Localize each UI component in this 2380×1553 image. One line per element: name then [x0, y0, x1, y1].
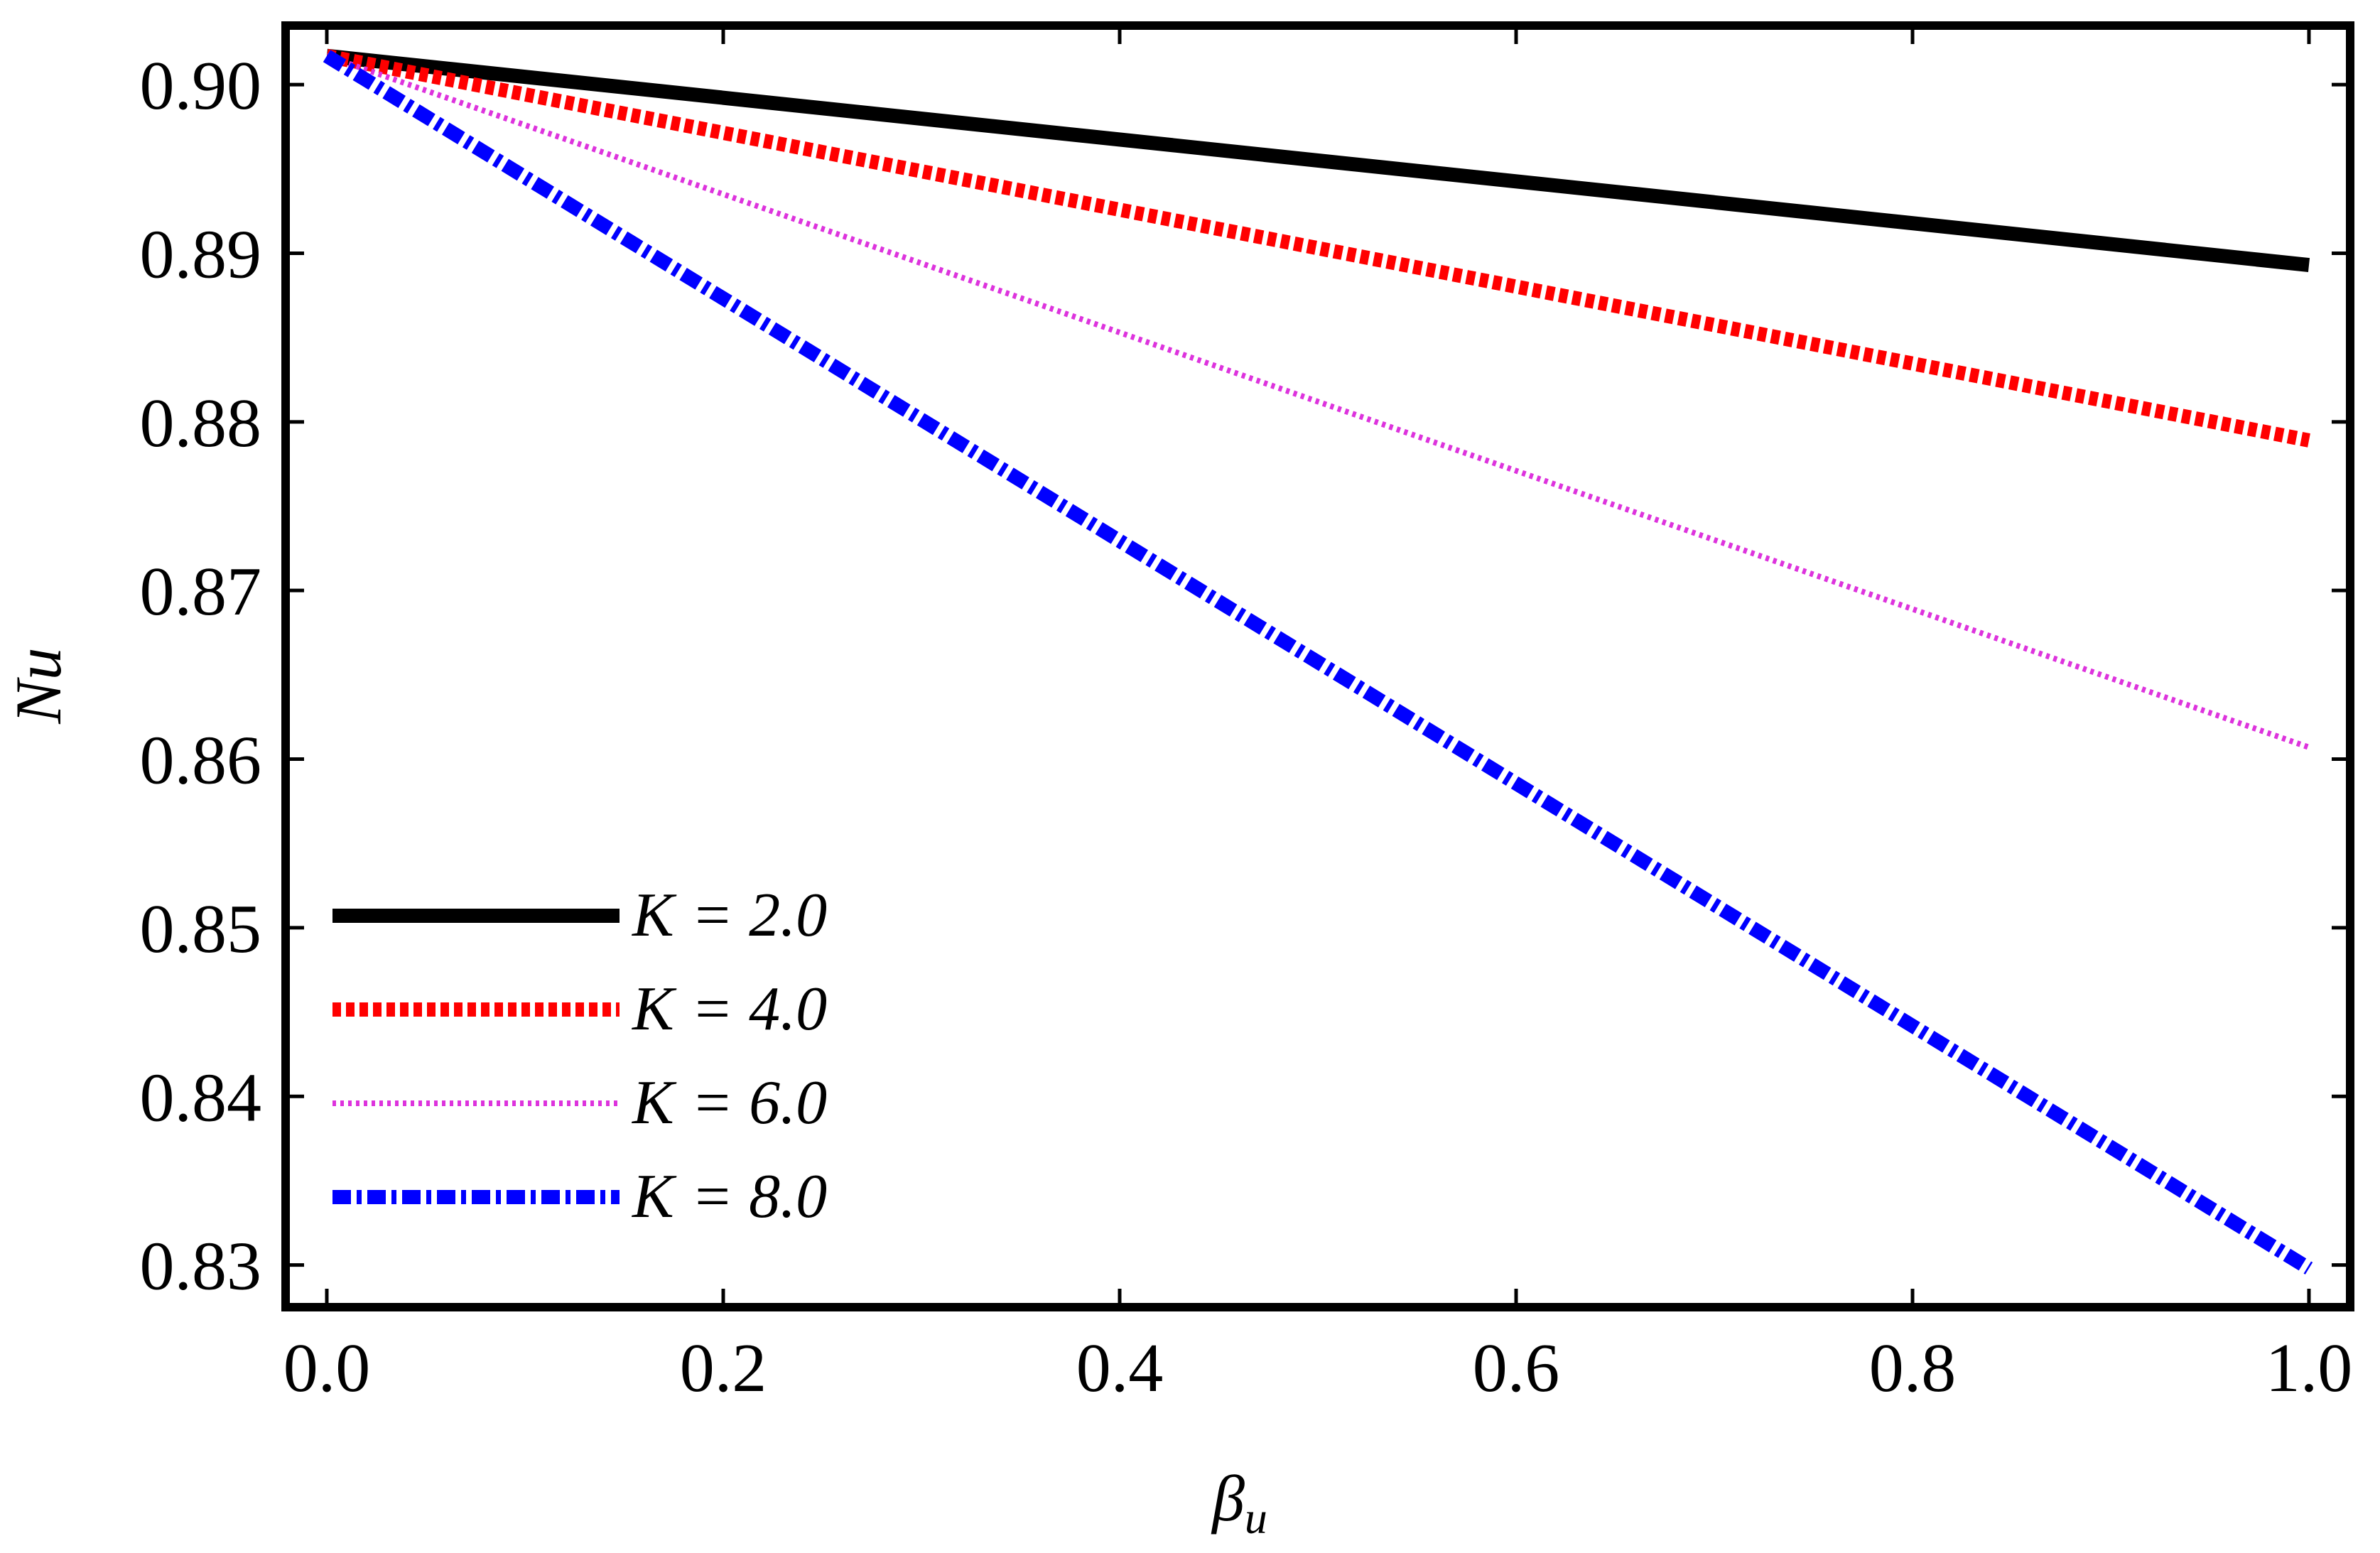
- x-axis-title-symbol: β: [1211, 1462, 1245, 1535]
- legend-value: = 8.0: [691, 1162, 827, 1231]
- x-axis-title-subscript: u: [1245, 1493, 1267, 1543]
- x-tick-label: 0.6: [1473, 1330, 1560, 1407]
- axis-tick-labels: 0.0 0.2 0.4 0.6 0.8 1.0 0.83 0.84 0.85 0.86 0.87 0.…: [140, 48, 2353, 1407]
- y-tick-label: 0.85: [140, 891, 262, 968]
- legend-label-4: K = 8.0: [631, 1162, 827, 1231]
- series-line-4: [323, 50, 2313, 1275]
- legend-value: = 6.0: [691, 1068, 827, 1137]
- legend-symbol: K: [631, 1162, 677, 1231]
- legend-symbol: K: [631, 1068, 677, 1137]
- legend-symbol: K: [631, 975, 677, 1044]
- plot-frame: [281, 21, 2354, 1311]
- plot-area: [323, 48, 2313, 1275]
- x-tick-label: 0.2: [680, 1330, 767, 1407]
- y-tick-label: 0.88: [140, 385, 262, 462]
- y-tick-label: 0.83: [140, 1228, 262, 1305]
- legend-value: = 4.0: [691, 975, 827, 1044]
- y-tick-label: 0.89: [140, 216, 262, 293]
- y-tick-label: 0.87: [140, 553, 262, 630]
- legend-label-1: K = 2.0: [631, 881, 827, 950]
- legend-label-3: K = 6.0: [631, 1068, 827, 1137]
- y-tick-label: 0.84: [140, 1059, 262, 1136]
- legend: K = 2.0K = 4.0K = 6.0K = 8.0: [332, 881, 827, 1231]
- x-tick-label: 0.8: [1869, 1330, 1957, 1407]
- y-tick-label: 0.86: [140, 723, 262, 799]
- axis-ticks: [286, 26, 2350, 1307]
- series-line-3: [325, 53, 2310, 750]
- y-tick-label: 0.90: [140, 48, 262, 124]
- legend-symbol: K: [631, 881, 677, 950]
- y-axis-title: Nu: [2, 647, 75, 724]
- x-tick-label: 0.4: [1076, 1330, 1164, 1407]
- series-line-1: [325, 48, 2310, 273]
- x-tick-label: 0.0: [283, 1330, 371, 1407]
- x-axis-title: βu: [1211, 1462, 1267, 1543]
- x-tick-label: 1.0: [2266, 1330, 2353, 1407]
- legend-label-2: K = 4.0: [631, 975, 827, 1044]
- series-line-2: [325, 48, 2310, 448]
- legend-value: = 2.0: [691, 881, 827, 950]
